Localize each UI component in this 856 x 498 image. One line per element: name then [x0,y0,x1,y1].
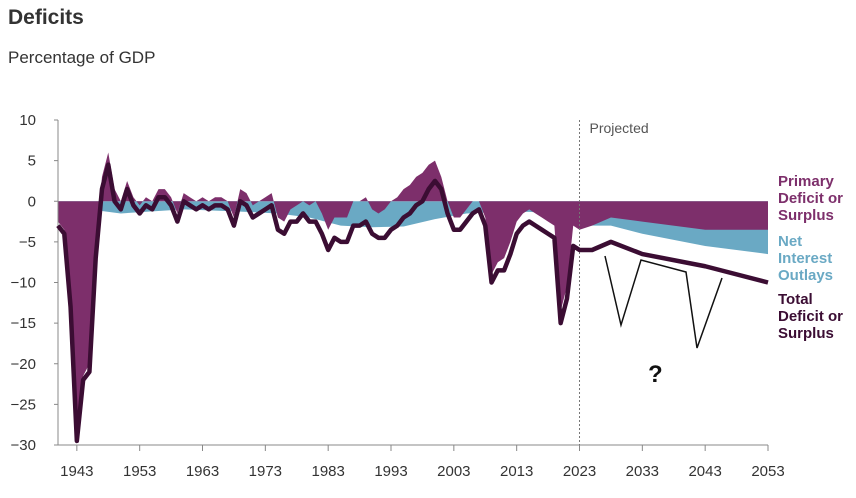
y-tick-label: −25 [11,396,36,413]
projected-label: Projected [590,120,649,136]
x-tick-label: 2003 [437,463,470,480]
y-tick-label: −20 [11,356,36,373]
x-tick-label: 2033 [626,463,659,480]
x-tick-label: 1953 [123,463,156,480]
y-tick-label: −5 [19,234,36,251]
x-tick-label: 1993 [374,463,407,480]
tick-labels-layer: 10 5 0 −5 −10 −15 −20 −25 −30 1943 1953 1963 1973 198… [11,112,785,480]
handdrawn-zigzag [604,255,723,349]
legend-primary-text: Surplus [778,207,834,224]
y-tick-label: 10 [19,112,36,129]
x-tick-label: 1943 [60,463,93,480]
chart-subtitle: Percentage of GDP [8,48,156,67]
y-tick-label: −30 [11,437,36,454]
question-mark: ? [648,361,663,388]
legend-primary-text: Primary [778,173,835,190]
primary-deficit-area [58,152,768,437]
legend-interest-text: Net [778,233,802,250]
y-tick-label: 0 [28,193,36,210]
total-deficit-line [56,162,769,444]
legend-interest-text: Interest [778,250,832,267]
y-tick-label: −15 [11,315,36,332]
legend-total-text: Deficit or [778,308,843,325]
chart-title: Deficits [8,6,84,29]
legend-total-text: Surplus [778,325,834,342]
total-deficit-line-layer [56,162,769,444]
legend-interest-text: Outlays [778,267,833,284]
axis-layer [57,120,768,446]
y-tick-label: 5 [28,153,36,170]
legend-primary-text: Deficit or [778,190,843,207]
annotation-layer: Projected? [590,120,723,388]
legend-total-text: Total [778,291,813,308]
x-tick-label: 1963 [186,463,219,480]
primary-deficit-area-layer [58,152,768,437]
x-tick-label: 1983 [311,463,344,480]
x-tick-label: 2053 [751,463,784,480]
x-tick-label: 1973 [249,463,282,480]
y-tick-label: −10 [11,275,36,292]
x-tick-label: 2013 [500,463,533,480]
x-tick-label: 2043 [688,463,721,480]
x-tick-label: 2023 [563,463,596,480]
